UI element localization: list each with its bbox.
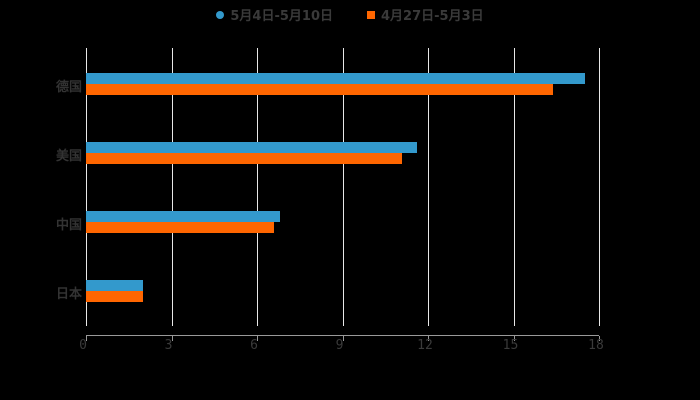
gridline [257, 48, 258, 326]
bar-美国-series-1[interactable] [86, 142, 417, 153]
category-label: 中国 [55, 218, 82, 233]
axis-tick [342, 336, 344, 341]
x-tick-label: 6 [250, 338, 258, 353]
axis-tick [428, 336, 429, 341]
bar-中国-series-1[interactable] [86, 211, 280, 222]
legend-label: 5月4日-5月10日 [230, 9, 333, 24]
bar-日本-series-1[interactable] [86, 280, 143, 291]
series-1-swatch-icon [216, 10, 225, 19]
gridline [428, 48, 429, 326]
bar-日本-series-2[interactable] [86, 291, 143, 302]
category-label: 美国 [55, 149, 82, 164]
legend: 5月4日-5月10日 4月27日-5月3日 [0, 5, 700, 24]
x-tick-label: 9 [335, 338, 344, 353]
x-tick-label: 12 [417, 338, 433, 353]
axis-tick [257, 336, 258, 341]
gridline [599, 48, 600, 326]
x-tick-label: 3 [164, 338, 173, 353]
gridline [513, 48, 515, 326]
category-label: 日本 [55, 287, 82, 302]
legend-label: 4月27日-5月3日 [381, 9, 484, 24]
axis-tick [171, 336, 173, 341]
x-tick-label: 18 [588, 338, 604, 353]
gridline [342, 48, 344, 326]
bar-美国-series-2[interactable] [86, 153, 403, 164]
series-2-swatch-icon [367, 10, 375, 19]
bar-中国-series-2[interactable] [86, 222, 275, 233]
axis-tick [599, 336, 600, 341]
legend-item-series-1[interactable]: 5月4日-5月10日 [216, 5, 333, 24]
x-tick-label: 0 [79, 338, 87, 353]
axis-tick [513, 336, 515, 341]
category-label: 德国 [55, 80, 82, 95]
bar-德国-series-2[interactable] [86, 84, 554, 95]
gridline [171, 48, 173, 326]
bar-德国-series-1[interactable] [86, 73, 585, 84]
axis-tick [86, 336, 87, 341]
gridline [86, 48, 87, 326]
legend-item-series-2[interactable]: 4月27日-5月3日 [367, 5, 484, 24]
x-axis-line [86, 335, 599, 336]
x-tick-label: 15 [502, 338, 519, 353]
